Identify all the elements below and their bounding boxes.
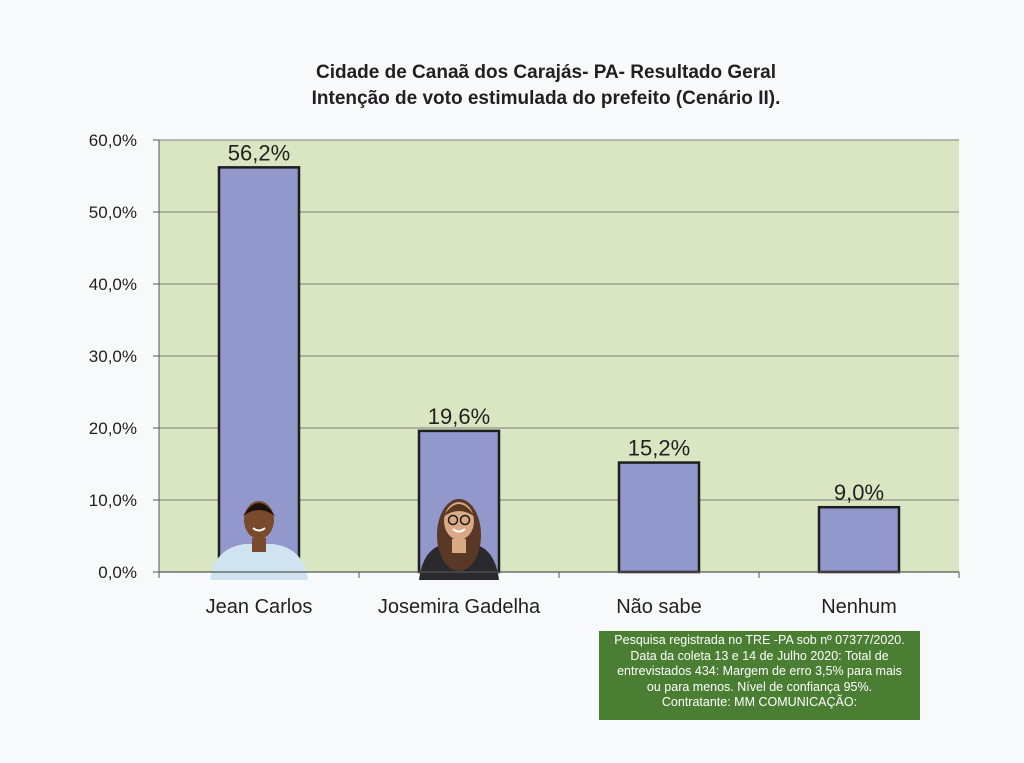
axes (158, 140, 960, 578)
bar (817, 505, 901, 574)
note-line: Pesquisa registrada no TRE -PA sob nº 07… (614, 633, 905, 647)
candidate-photo-josemira (419, 499, 499, 580)
note-line: ou para menos. Nível de confiança 95%. (646, 679, 873, 694)
data-label: 15,2% (628, 436, 690, 461)
y-tick-label: 10,0% (89, 491, 137, 510)
x-tick-label: Não sabe (616, 596, 702, 618)
x-tick-label: Jean Carlos (206, 596, 313, 618)
candidate-photo-jean (210, 501, 308, 580)
survey-note: Pesquisa registrada no TRE -PA sob nº 07… (599, 631, 920, 720)
data-label: 56,2% (228, 140, 290, 165)
bars (217, 166, 901, 574)
x-tick-label: Nenhum (821, 596, 897, 618)
y-tick-label: 40,0% (89, 275, 137, 294)
candidate-photos (210, 499, 499, 580)
note-line: entrevistados 434: Margem de erro 3,5% p… (617, 664, 902, 678)
x-axis-labels: Jean Carlos Josemira Gadelha Não sabe Nenhu… (206, 596, 897, 618)
data-label: 9,0% (834, 480, 884, 505)
note-line: Data da coleta 13 e 14 de Julho 2020: To… (630, 648, 889, 663)
y-tick-label: 30,0% (89, 347, 137, 366)
data-labels: 56,2% 19,6% 15,2% 9,0% (228, 140, 884, 505)
y-tick-label: 0,0% (98, 563, 137, 582)
y-tick-label: 60,0% (89, 131, 137, 150)
note-line: Contratante: MM COMUNICAÇÃO: (661, 695, 858, 709)
y-axis-ticks: 0,0% 10,0% 20,0% 30,0% 40,0% 50,0% 60,0% (89, 131, 159, 582)
chart-subtitle: Intenção de voto estimulada do prefeito … (312, 88, 781, 109)
bar (617, 461, 701, 574)
chart-title-group: Cidade de Canaã dos Carajás- PA- Resulta… (312, 62, 781, 109)
y-tick-label: 20,0% (89, 419, 137, 438)
x-tick-label: Josemira Gadelha (378, 596, 541, 618)
y-tick-label: 50,0% (89, 203, 137, 222)
chart-title: Cidade de Canaã dos Carajás- PA- Resulta… (316, 62, 776, 83)
data-label: 19,6% (428, 404, 490, 429)
